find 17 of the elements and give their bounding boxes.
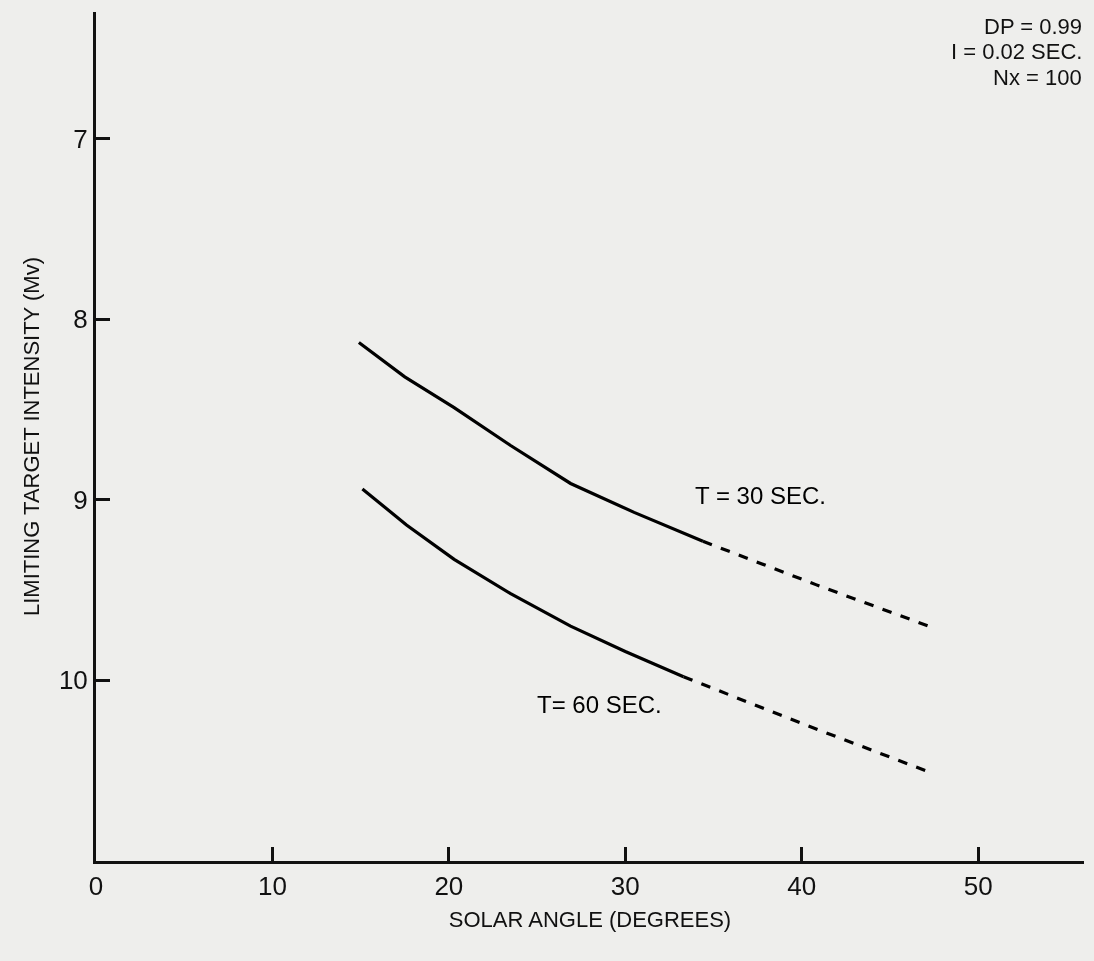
annotation: I = 0.02 SEC. xyxy=(951,39,1083,64)
x-tick-label: 40 xyxy=(787,871,817,902)
x-axis-title: SOLAR ANGLE (DEGREES) xyxy=(448,907,732,933)
x-tick-label: 30 xyxy=(610,871,640,902)
y-tick-label: 8 xyxy=(73,304,88,335)
x-tick-label: 20 xyxy=(434,871,464,902)
series-label: T = 30 SEC. xyxy=(695,482,826,509)
series-label: T= 60 SEC. xyxy=(537,691,662,718)
x-tick-label: 0 xyxy=(88,871,104,902)
annotation: Nx = 100 xyxy=(993,65,1082,90)
x-tick-label: 50 xyxy=(963,871,993,902)
x-tick-label: 10 xyxy=(257,871,287,902)
y-tick-label: 10 xyxy=(58,665,88,696)
y-axis-title: LIMITING TARGET INTENSITY (Mv) xyxy=(18,257,44,616)
annotation: DP = 0.99 xyxy=(984,14,1083,39)
y-tick-label: 9 xyxy=(73,484,88,515)
y-tick-label: 7 xyxy=(73,123,88,154)
